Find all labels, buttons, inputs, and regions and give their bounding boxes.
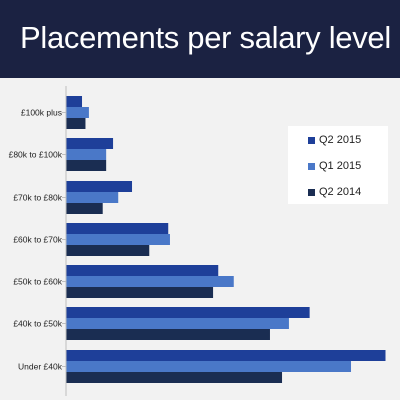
- legend-swatch: [308, 188, 315, 196]
- chart-area: £100k plus £80k to £100k £70k to £80k £60k …: [0, 78, 400, 400]
- bar-q1-2015: [66, 107, 89, 118]
- category-label: £70k to £80k: [13, 193, 62, 203]
- category-label: Under £40k: [18, 362, 63, 372]
- title-banner: Placements per salary level: [0, 0, 400, 78]
- legend-item-q2-2014: Q2 2014: [308, 186, 361, 198]
- bar-q2-2015: [66, 307, 310, 318]
- bar-q2-2014: [66, 118, 86, 129]
- legend-label: Q2 2015: [319, 134, 362, 146]
- category-label: £100k plus: [21, 108, 62, 118]
- bar-q1-2015: [66, 192, 119, 203]
- bar-q2-2015: [66, 96, 83, 107]
- bar-q2-2014: [66, 245, 150, 256]
- bar-q2-2015: [66, 265, 219, 276]
- bar-q2-2014: [66, 372, 283, 383]
- bar-q2-2014: [66, 329, 270, 340]
- bar-q2-2014: [66, 203, 103, 214]
- bar-q2-2015: [66, 181, 133, 192]
- bar-q2-2015: [66, 223, 169, 234]
- legend-swatch: [308, 162, 315, 170]
- bar-q2-2014: [66, 287, 214, 298]
- bar-q2-2015: [66, 350, 386, 361]
- legend-label: Q1 2015: [319, 160, 362, 172]
- category-label: £60k to £70k: [13, 235, 62, 245]
- bar-q2-2014: [66, 160, 107, 171]
- bar-q1-2015: [66, 276, 234, 287]
- bar-q1-2015: [66, 149, 107, 160]
- legend-label: Q2 2014: [319, 186, 362, 198]
- bar-q2-2015: [66, 138, 114, 149]
- legend-item-q2-2015: Q2 2015: [308, 134, 361, 146]
- bar-q1-2015: [66, 361, 352, 372]
- legend-item-q1-2015: Q1 2015: [308, 160, 361, 172]
- page-title: Placements per salary level: [20, 20, 391, 55]
- bar-q1-2015: [66, 234, 170, 245]
- chart-legend: Q2 2015 Q1 2015 Q2 2014: [288, 126, 388, 204]
- legend-swatch: [308, 136, 315, 144]
- category-label: £50k to £60k: [13, 277, 62, 287]
- bar-chart: £100k plus £80k to £100k £70k to £80k £60k …: [9, 86, 386, 396]
- category-label: £40k to £50k: [13, 319, 62, 329]
- category-label: £80k to £100k: [9, 150, 63, 160]
- bar-q1-2015: [66, 318, 289, 329]
